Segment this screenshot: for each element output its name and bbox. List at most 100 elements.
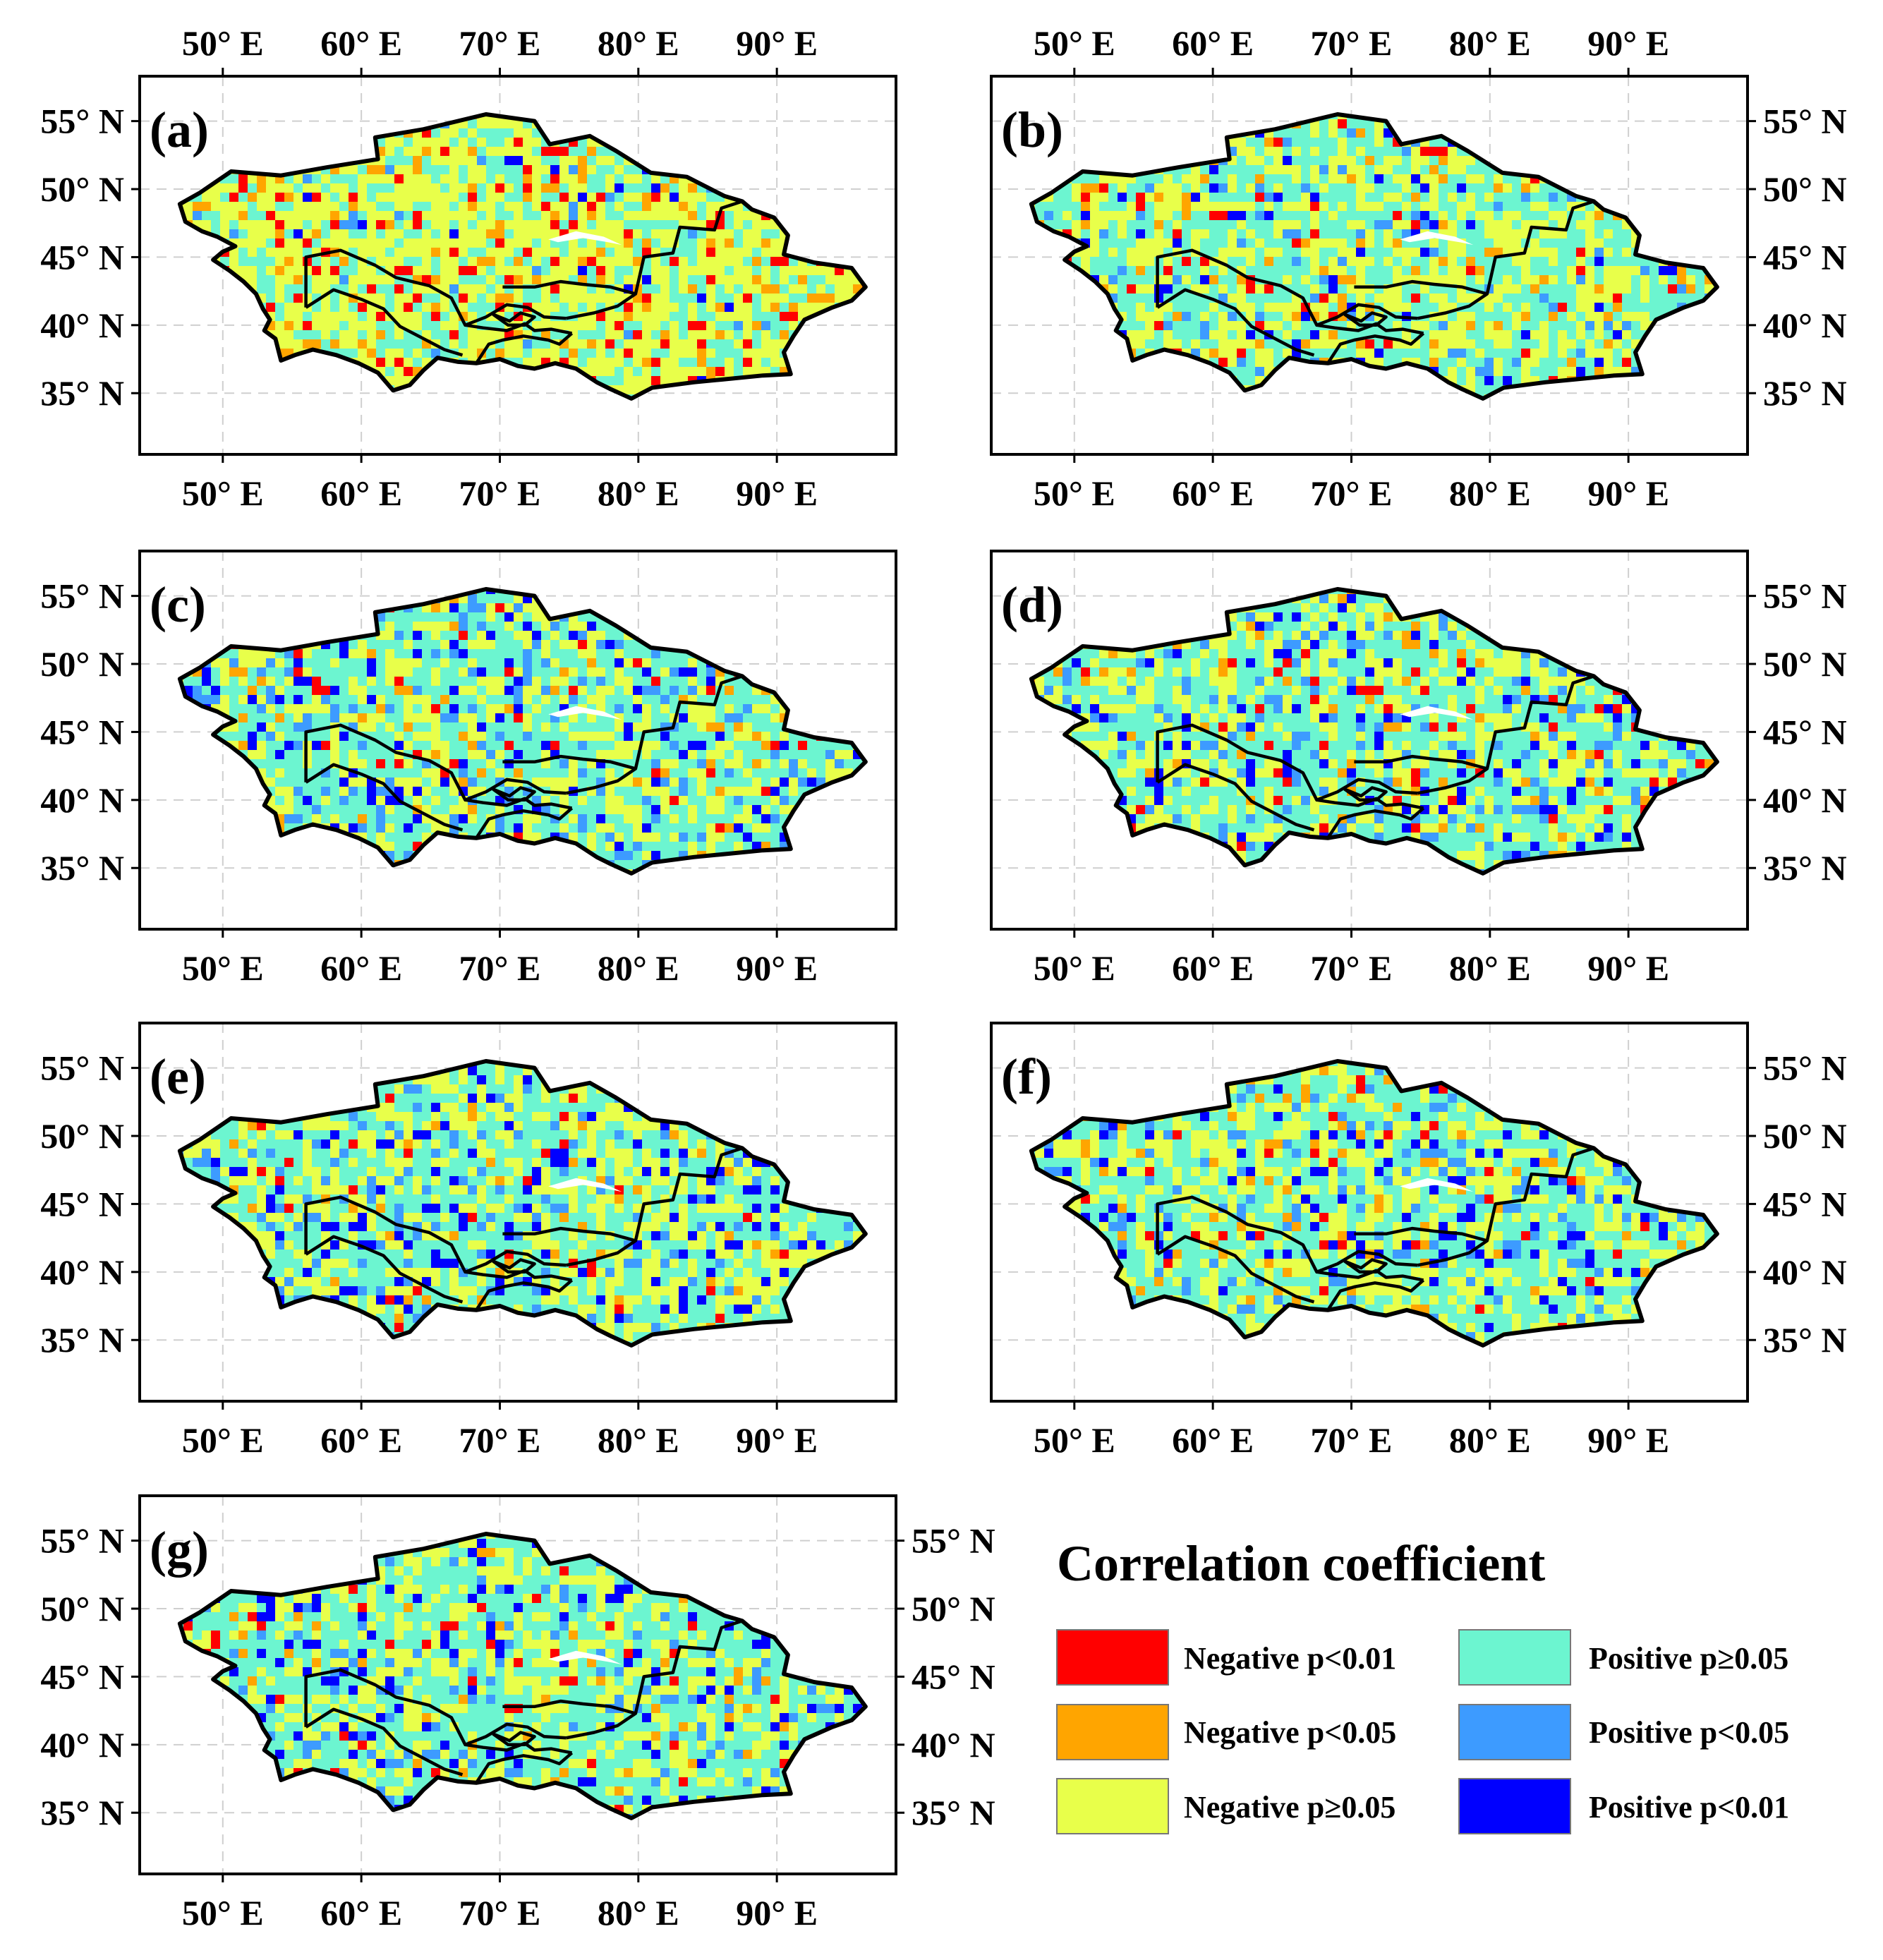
map-pixel xyxy=(514,677,523,686)
map-pixel xyxy=(339,339,349,349)
map-pixel xyxy=(514,138,523,147)
map-pixel xyxy=(431,622,440,631)
map-pixel xyxy=(413,778,422,787)
map-pixel xyxy=(459,713,468,722)
map-pixel xyxy=(633,193,642,202)
map-pixel xyxy=(624,686,633,695)
map-pixel xyxy=(587,833,596,842)
map-pixel xyxy=(238,183,248,193)
map-pixel xyxy=(1549,248,1558,257)
map-pixel xyxy=(376,275,385,284)
map-pixel xyxy=(1081,193,1090,202)
map-pixel xyxy=(688,842,697,851)
map-pixel xyxy=(816,266,825,275)
map-pixel xyxy=(1576,248,1585,257)
map-pixel xyxy=(1365,631,1374,640)
map-pixel xyxy=(587,202,596,211)
map-pixel xyxy=(257,750,266,759)
map-pixel xyxy=(1576,220,1585,229)
map-pixel xyxy=(1503,303,1512,312)
map-pixel xyxy=(1310,330,1319,339)
map-pixel xyxy=(1494,183,1503,193)
map-pixel xyxy=(431,741,440,750)
map-pixel xyxy=(431,193,440,202)
map-pixel xyxy=(422,238,431,248)
map-pixel xyxy=(798,284,807,294)
map-pixel xyxy=(523,238,532,248)
map-pixel xyxy=(1072,183,1081,193)
map-pixel xyxy=(248,649,257,658)
map-pixel xyxy=(1237,284,1246,294)
map-pixel xyxy=(449,686,459,695)
map-pixel xyxy=(1163,284,1173,294)
border-line xyxy=(502,754,636,770)
map-pixel xyxy=(358,741,367,750)
map-panel-c: (c)50° E 60° E 70° E 80° E 90° E55° N50° N45… xyxy=(40,550,897,988)
map-pixel xyxy=(1182,312,1191,321)
map-pixel xyxy=(743,330,752,339)
map-pixel xyxy=(1154,248,1163,257)
map-pixel xyxy=(367,713,376,722)
map-pixel xyxy=(358,174,367,183)
map-pixel xyxy=(358,202,367,211)
map-pixel xyxy=(1108,667,1118,677)
map-pixel xyxy=(394,367,404,376)
map-pixel xyxy=(477,695,486,704)
map-pixel xyxy=(486,275,495,284)
map-pixel xyxy=(1338,677,1347,686)
map-pixel xyxy=(1081,202,1090,211)
map-pixel xyxy=(1338,649,1347,658)
map-pixel xyxy=(1328,612,1338,622)
map-pixel xyxy=(477,722,486,732)
map-pixel xyxy=(1328,640,1338,649)
map-pixel xyxy=(1457,275,1466,284)
map-pixel xyxy=(614,713,624,722)
map-pixel xyxy=(651,778,660,787)
map-pixel xyxy=(495,704,504,713)
map-pixel xyxy=(1429,640,1439,649)
map-pixel xyxy=(385,667,394,677)
map-pixel xyxy=(587,622,596,631)
map-pixel xyxy=(1090,658,1099,667)
map-pixel xyxy=(587,193,596,202)
map-pixel xyxy=(1200,193,1209,202)
map-pixel xyxy=(752,805,761,814)
map-pixel xyxy=(1328,649,1338,658)
map-pixel xyxy=(734,796,743,805)
map-pixel xyxy=(651,202,660,211)
map-pixel xyxy=(725,312,734,321)
map-pixel xyxy=(1246,339,1255,349)
map-pixel xyxy=(715,248,725,257)
map-pixel xyxy=(1393,294,1402,303)
map-pixel xyxy=(1374,165,1384,174)
map-pixel xyxy=(358,759,367,768)
map-pixel xyxy=(1035,677,1044,686)
map-pixel xyxy=(761,248,770,257)
map-pixel xyxy=(1310,294,1319,303)
map-pixel xyxy=(1182,174,1191,183)
map-pixel xyxy=(303,202,312,211)
border-line xyxy=(305,763,464,832)
map-pixel xyxy=(449,257,459,266)
map-pixel xyxy=(1512,284,1521,294)
map-pixel xyxy=(706,266,715,275)
map-pixel xyxy=(367,649,376,658)
map-pixel xyxy=(1384,612,1393,622)
map-pixel xyxy=(660,339,670,349)
map-pixel xyxy=(293,193,303,202)
map-pixel xyxy=(339,165,349,174)
map-pixel xyxy=(605,174,614,183)
map-pixel xyxy=(697,713,706,722)
map-pixel xyxy=(1145,284,1154,294)
map-pixel xyxy=(349,823,358,833)
lat-tick-label-left: 35° N xyxy=(40,373,124,413)
map-pixel xyxy=(651,805,660,814)
map-pixel xyxy=(468,787,477,796)
map-pixel xyxy=(229,211,238,220)
map-pixel xyxy=(688,349,697,358)
map-pixel xyxy=(743,321,752,330)
map-pixel xyxy=(459,667,468,677)
map-pixel xyxy=(440,138,449,147)
map-pixel xyxy=(550,284,559,294)
map-pixel xyxy=(238,266,248,275)
